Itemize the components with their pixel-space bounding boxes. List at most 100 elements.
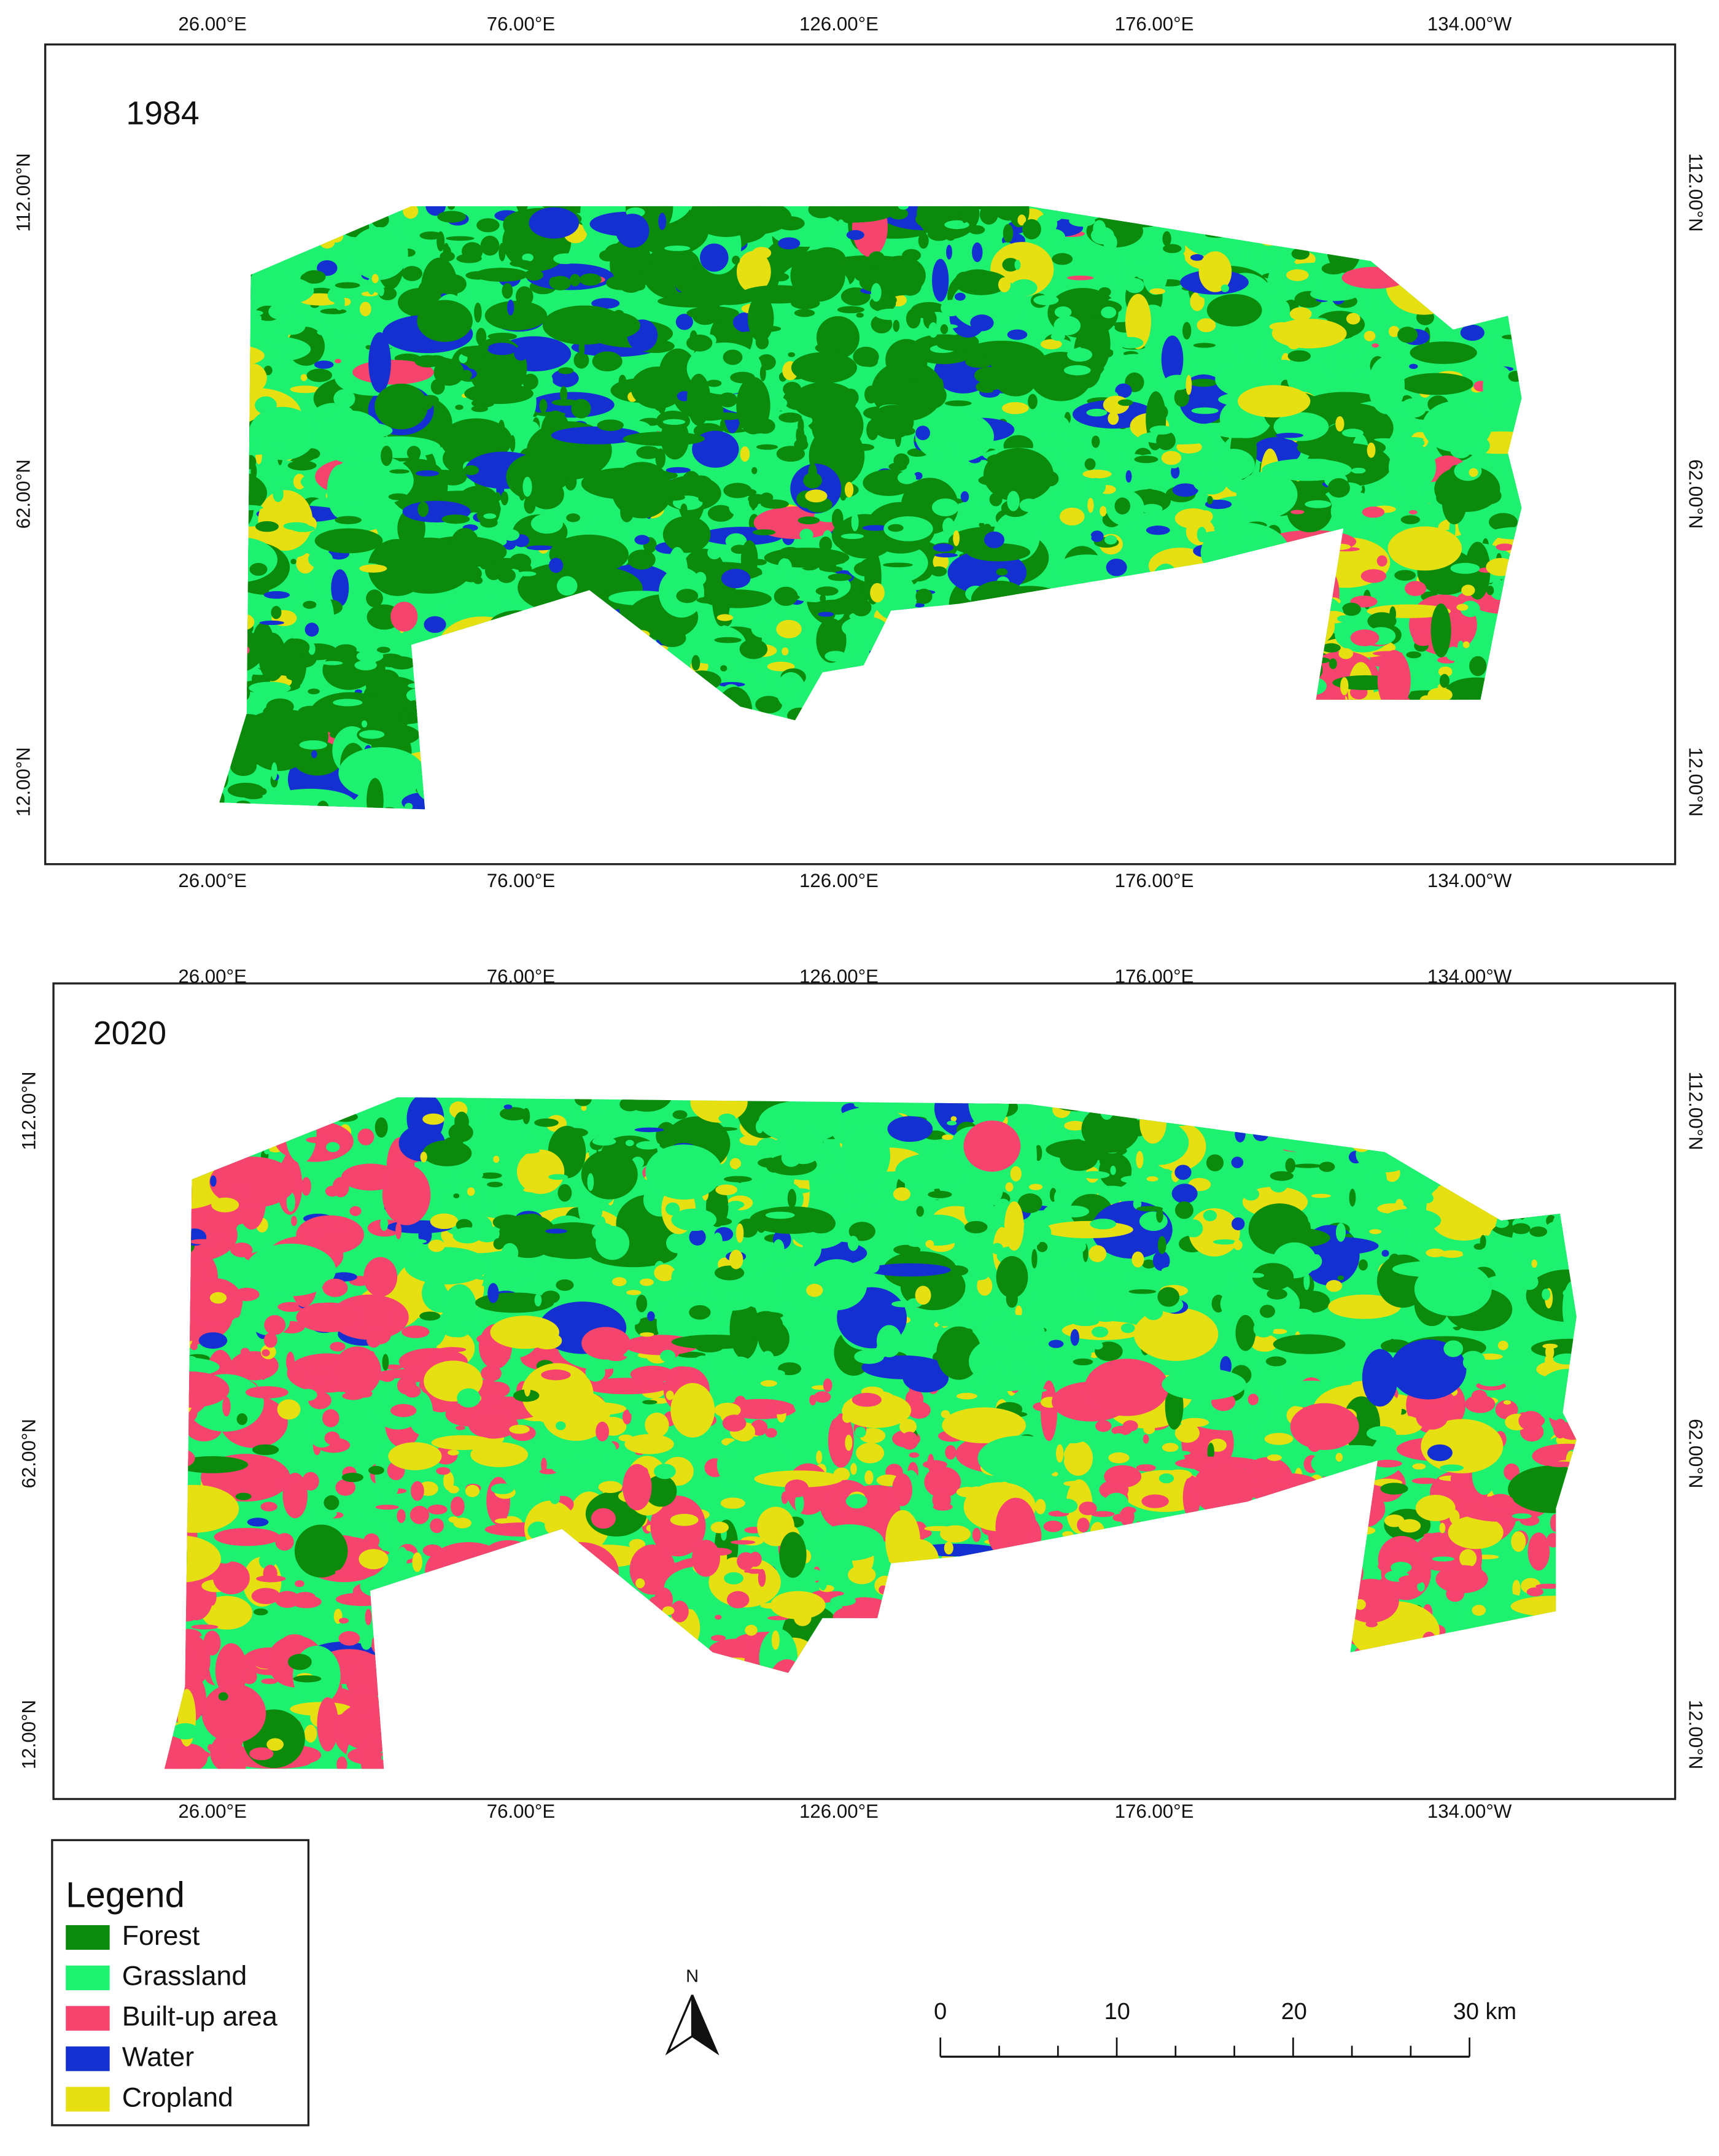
land-patch bbox=[465, 755, 492, 761]
land-patch bbox=[221, 388, 247, 408]
land-patch bbox=[1373, 1459, 1402, 1468]
land-patch bbox=[1040, 339, 1062, 350]
land-patch bbox=[883, 562, 913, 568]
land-patch bbox=[1566, 1189, 1577, 1206]
land-patch bbox=[549, 1491, 561, 1505]
land-patch bbox=[1415, 1495, 1456, 1521]
land-patch bbox=[208, 1743, 214, 1751]
land-patch bbox=[576, 724, 594, 754]
land-patch bbox=[474, 268, 529, 282]
land-patch bbox=[810, 247, 846, 270]
land-patch bbox=[480, 677, 499, 683]
land-patch bbox=[326, 1217, 333, 1223]
land-patch bbox=[1142, 476, 1171, 487]
land-patch bbox=[441, 1572, 467, 1588]
land-patch bbox=[686, 775, 716, 783]
land-patch bbox=[508, 1579, 519, 1599]
land-patch bbox=[1434, 202, 1464, 206]
land-patch bbox=[233, 644, 250, 656]
land-patch bbox=[928, 705, 948, 715]
land-patch bbox=[1045, 1543, 1074, 1550]
land-patch bbox=[235, 1492, 252, 1500]
land-patch bbox=[1222, 558, 1235, 578]
land-patch bbox=[460, 1690, 476, 1700]
land-patch bbox=[724, 754, 770, 807]
land-patch bbox=[942, 1751, 964, 1758]
land-patch bbox=[417, 502, 429, 518]
land-patch bbox=[534, 732, 557, 743]
land-patch bbox=[1009, 1728, 1023, 1743]
land-patch bbox=[483, 1381, 510, 1398]
land-patch bbox=[1368, 356, 1405, 414]
land-patch bbox=[1456, 603, 1469, 611]
land-patch bbox=[465, 1686, 485, 1693]
land-patch bbox=[1369, 245, 1397, 263]
land-patch bbox=[767, 1659, 807, 1715]
land-patch bbox=[551, 369, 579, 388]
land-patch bbox=[1571, 1654, 1577, 1669]
land-patch bbox=[1271, 319, 1347, 349]
land-patch bbox=[1136, 708, 1147, 716]
land-patch bbox=[940, 1603, 949, 1615]
land-patch bbox=[1136, 1464, 1156, 1472]
land-patch bbox=[673, 1087, 683, 1096]
land-patch bbox=[914, 603, 925, 608]
land-patch bbox=[648, 763, 670, 770]
land-patch bbox=[1069, 448, 1082, 460]
land-patch bbox=[751, 620, 775, 638]
land-patch bbox=[910, 1214, 967, 1246]
land-patch bbox=[754, 325, 782, 332]
land-patch bbox=[1086, 1613, 1103, 1624]
land-patch bbox=[961, 1703, 987, 1716]
land-patch bbox=[413, 241, 426, 247]
land-patch bbox=[1288, 777, 1346, 805]
land-patch bbox=[1354, 770, 1371, 810]
land-patch bbox=[751, 467, 758, 475]
land-patch bbox=[1472, 717, 1504, 766]
land-patch bbox=[378, 1582, 398, 1598]
land-patch bbox=[1458, 757, 1508, 783]
land-patch bbox=[947, 618, 973, 623]
land-patch bbox=[1535, 1368, 1577, 1422]
land-patch bbox=[532, 806, 550, 810]
land-patch bbox=[994, 1766, 1022, 1769]
land-patch bbox=[511, 650, 560, 668]
land-patch bbox=[489, 721, 511, 740]
land-patch bbox=[642, 760, 679, 793]
land-patch bbox=[878, 742, 889, 762]
land-patch bbox=[164, 1285, 169, 1304]
land-patch bbox=[1526, 1704, 1556, 1720]
land-patch bbox=[484, 300, 548, 331]
land-patch bbox=[266, 206, 295, 217]
land-patch bbox=[1232, 1169, 1245, 1188]
land-patch bbox=[510, 435, 516, 452]
land-patch bbox=[972, 503, 991, 524]
land-patch bbox=[1074, 1535, 1103, 1551]
land-patch bbox=[1468, 1123, 1489, 1135]
land-patch bbox=[953, 771, 964, 787]
land-patch bbox=[1176, 1735, 1199, 1742]
land-patch bbox=[541, 1369, 571, 1381]
land-patch bbox=[327, 464, 354, 518]
land-patch bbox=[1178, 1631, 1189, 1649]
land-patch bbox=[1093, 1642, 1127, 1689]
land-patch bbox=[476, 785, 487, 799]
land-patch bbox=[587, 739, 615, 753]
land-patch bbox=[164, 1760, 173, 1769]
land-patch bbox=[715, 1184, 738, 1195]
land-patch bbox=[1311, 560, 1324, 566]
land-patch bbox=[845, 1434, 853, 1451]
land-patch bbox=[712, 1506, 720, 1521]
land-patch bbox=[1253, 207, 1285, 246]
land-patch bbox=[1177, 656, 1191, 672]
land-patch bbox=[1135, 1717, 1164, 1726]
land-patch bbox=[367, 1327, 391, 1345]
land-patch bbox=[219, 285, 249, 341]
land-patch bbox=[1293, 1713, 1374, 1769]
land-patch bbox=[493, 1155, 500, 1163]
land-patch bbox=[1473, 1133, 1500, 1146]
land-patch bbox=[1488, 336, 1510, 353]
land-patch bbox=[1184, 785, 1198, 789]
land-patch bbox=[933, 1653, 1006, 1691]
land-patch bbox=[1035, 692, 1054, 707]
